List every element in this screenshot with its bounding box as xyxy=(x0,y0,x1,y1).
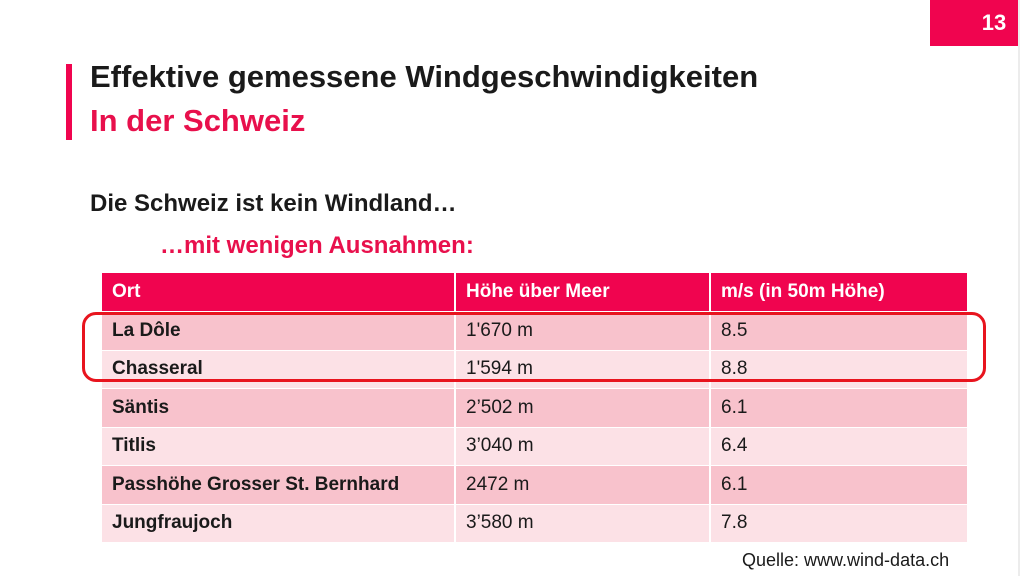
header-altitude: Höhe über Meer xyxy=(455,273,711,312)
cell-wind-speed: 8.8 xyxy=(710,350,969,389)
cell-location: La Dôle xyxy=(102,311,456,351)
lead-substatement: …mit wenigen Ausnahmen: xyxy=(160,232,474,259)
lead-statement: Die Schweiz ist kein Windland… xyxy=(90,190,457,217)
table-header-row: Ort Höhe über Meer m/s (in 50m Höhe) xyxy=(102,273,969,312)
right-edge-rule xyxy=(1018,0,1020,576)
table-row: Passhöhe Grosser St. Bernhard 2472 m 6.1 xyxy=(102,465,969,505)
cell-altitude: 2’502 m xyxy=(455,388,711,428)
table-row: Chasseral 1'594 m 8.8 xyxy=(102,350,969,389)
source-citation: Quelle: www.wind-data.ch xyxy=(742,550,950,570)
table-row: Säntis 2’502 m 6.1 xyxy=(102,388,969,428)
cell-altitude: 3’040 m xyxy=(455,427,711,466)
cell-altitude: 1'594 m xyxy=(455,350,711,389)
cell-altitude: 3’580 m xyxy=(455,504,711,543)
cell-wind-speed: 6.1 xyxy=(710,388,969,428)
cell-altitude: 2472 m xyxy=(455,465,711,505)
slide-subtitle: In der Schweiz xyxy=(90,103,306,138)
cell-wind-speed: 6.4 xyxy=(710,427,969,466)
cell-wind-speed: 6.1 xyxy=(710,465,969,505)
cell-altitude: 1'670 m xyxy=(455,311,711,351)
cell-location: Passhöhe Grosser St. Bernhard xyxy=(102,465,456,505)
header-location: Ort xyxy=(102,273,456,312)
table-row: Jungfraujoch 3’580 m 7.8 xyxy=(102,504,969,543)
wind-speed-table: Ort Höhe über Meer m/s (in 50m Höhe) La … xyxy=(102,273,969,543)
page-number: 13 xyxy=(981,10,1007,35)
table-row: Titlis 3’040 m 6.4 xyxy=(102,427,969,466)
highlight-rounded-box xyxy=(82,312,986,382)
cell-location: Titlis xyxy=(102,427,456,466)
title-accent-bar xyxy=(66,64,72,140)
cell-location: Chasseral xyxy=(102,350,456,389)
cell-wind-speed: 7.8 xyxy=(710,504,969,543)
header-wind-speed: m/s (in 50m Höhe) xyxy=(710,273,969,312)
cell-location: Jungfraujoch xyxy=(102,504,456,543)
cell-wind-speed: 8.5 xyxy=(710,311,969,351)
cell-location: Säntis xyxy=(102,388,456,428)
table-row: La Dôle 1'670 m 8.5 xyxy=(102,311,969,351)
page-number-badge: 13 xyxy=(930,0,1018,46)
slide-title: Effektive gemessene Windgeschwindigkeite… xyxy=(90,59,759,94)
